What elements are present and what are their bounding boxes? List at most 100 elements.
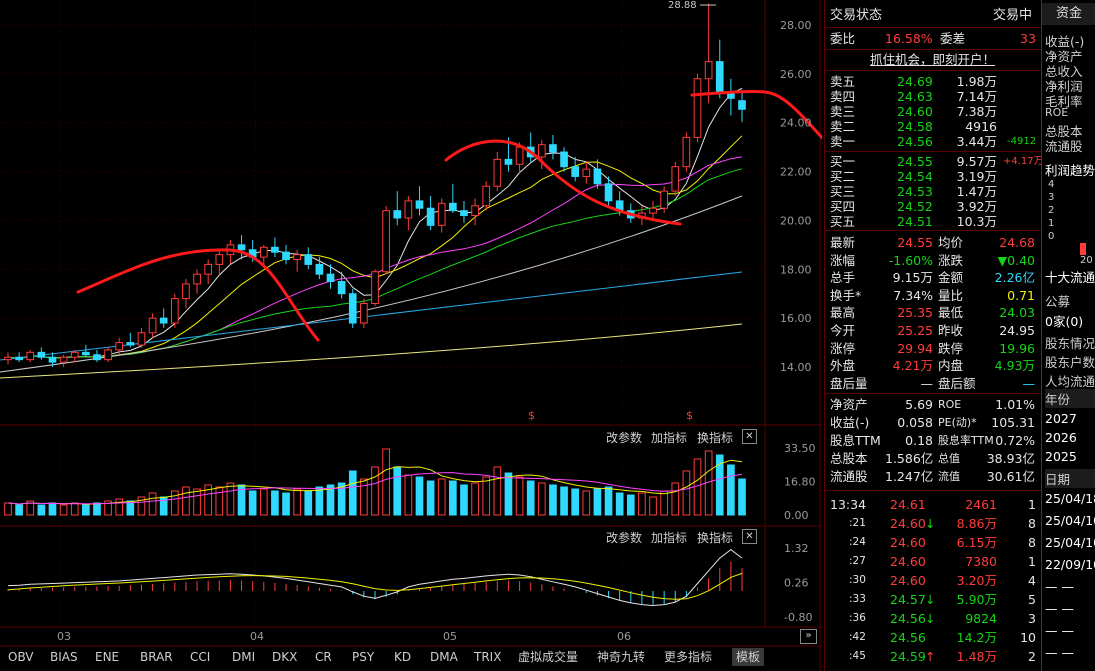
indicator-tab[interactable]: DKX [272, 650, 298, 664]
ask-price[interactable]: 24.60 [897, 104, 933, 119]
candle-body [4, 356, 12, 361]
finance-item[interactable]: 毛利率 [1045, 94, 1083, 109]
volume-bar [126, 500, 135, 516]
add-indicator-button[interactable]: 加指标 [651, 531, 688, 545]
quote-label: 总手 [830, 270, 856, 286]
indicator-tab[interactable]: KD [394, 650, 412, 664]
quote-value: 25.25 [897, 323, 933, 338]
tick-price: 24.56 [890, 630, 926, 645]
finance-item[interactable]: 收益(-) [1045, 34, 1085, 49]
bid-label: 买四 [830, 199, 856, 214]
top10-holders-title[interactable]: 十大流通 [1045, 270, 1095, 285]
candle-body [460, 210, 468, 217]
volume-bar [70, 502, 79, 516]
add-indicator-button[interactable]: 加指标 [651, 431, 688, 445]
volume-bar [15, 504, 23, 516]
modify-params-button[interactable]: 改参数 [606, 431, 643, 445]
indicator-tab[interactable]: 模板 [732, 648, 765, 666]
indicator-tab[interactable]: 更多指标 [664, 650, 713, 664]
volume-bar [193, 488, 201, 516]
volume-bar [504, 472, 513, 516]
bid-price[interactable]: 24.52 [897, 199, 933, 214]
candle-body [137, 332, 146, 346]
switch-indicator-button[interactable]: 换指标 [697, 431, 734, 445]
trend-bar [1080, 243, 1086, 255]
quote-label: 外盘 [830, 358, 856, 374]
bid-price[interactable]: 24.51 [897, 214, 933, 229]
indicator-tab[interactable]: OBV [8, 650, 34, 664]
candle-body [515, 146, 524, 165]
bid-price[interactable]: 24.54 [897, 169, 933, 184]
fund-label: 公募 [1045, 294, 1071, 309]
candle-body [271, 246, 279, 253]
quote-value: 0.71 [1007, 287, 1035, 303]
ask-price[interactable]: 24.69 [897, 74, 933, 89]
ratio-label: 委比 [830, 31, 856, 46]
finance-item[interactable]: 流通股 [1045, 139, 1083, 154]
holder-item[interactable]: 股东户数 [1045, 355, 1095, 370]
quote-value: -1.60% [888, 252, 933, 268]
indicator-tab[interactable]: ENE [95, 650, 120, 664]
macd-tick-label: -0.80 [784, 611, 812, 624]
indicator-tab[interactable]: BRAR [140, 650, 173, 664]
indicator-tab[interactable]: 神奇九转 [597, 650, 646, 664]
volume-bar [593, 488, 602, 516]
date-item: — — [1045, 579, 1074, 594]
bid-price[interactable]: 24.53 [897, 184, 933, 199]
finance-item[interactable]: 净资产 [1045, 49, 1083, 64]
volume-tick-label: 33.50 [784, 442, 816, 455]
close-panel-button[interactable]: ✕ [742, 529, 757, 544]
holder-item[interactable]: 人均流通 [1045, 374, 1095, 389]
candle-body [282, 251, 290, 261]
tick-time: :45 [849, 650, 866, 662]
fundamental-value: 1.586亿 [885, 451, 934, 466]
kline-chart[interactable]: 28.00 26.00 24.00 22.00 20.00 18.00 16.00 14.00… [0, 0, 822, 671]
candle-body [26, 351, 35, 361]
volume-bar [437, 478, 446, 516]
finance-item[interactable]: 净利润 [1045, 79, 1083, 94]
ask-price[interactable]: 24.58 [897, 119, 933, 134]
switch-indicator-button[interactable]: 换指标 [697, 531, 734, 545]
candle-body [415, 200, 424, 209]
indicator-tab[interactable]: 虚拟成交量 [518, 650, 579, 664]
volume-bar [237, 484, 246, 516]
finance-item[interactable]: 总股本 [1045, 124, 1083, 139]
open-account-link[interactable]: 抓住机会，即刻开户！ [870, 52, 996, 67]
ask-price[interactable]: 24.63 [897, 89, 933, 104]
candle-body [738, 100, 746, 110]
candle-body [727, 92, 735, 99]
tick-time: :27 [849, 555, 866, 567]
event-marker-icon[interactable]: $ [528, 409, 535, 422]
finance-item[interactable]: ROE [1045, 106, 1069, 119]
tick-count: 4 [1028, 573, 1036, 588]
indicator-tab[interactable]: DMA [430, 650, 458, 664]
indicator-tab[interactable]: TRIX [474, 650, 502, 664]
bid-price[interactable]: 24.55 [897, 154, 933, 169]
modify-params-button[interactable]: 改参数 [606, 531, 643, 545]
ask-price[interactable]: 24.56 [897, 134, 933, 149]
indicator-tab[interactable]: PSY [352, 650, 375, 664]
fundamental-value: 0.72% [995, 433, 1035, 448]
holder-item[interactable]: 股东情况 [1045, 336, 1095, 351]
indicator-tab[interactable]: CR [315, 650, 332, 664]
bid-volume: 1.47万 [956, 184, 997, 199]
candle-body [649, 207, 657, 214]
date-item: 25/04/10 [1045, 535, 1095, 550]
indicator-tab[interactable]: BIAS [50, 650, 78, 664]
event-marker-icon[interactable]: $ [686, 409, 693, 422]
tick-price: 24.61 [890, 497, 926, 512]
volume-ma10-line [7, 472, 743, 505]
scroll-right-icon[interactable]: » [800, 629, 817, 644]
high-price-marker: 28.88 [668, 0, 697, 11]
volume-bar [738, 478, 746, 516]
finance-item[interactable]: 总收入 [1045, 64, 1083, 79]
indicator-tab[interactable]: CCI [190, 650, 211, 664]
tick-volume: 3.20万 [956, 573, 997, 588]
tick-volume: 8.86万 [956, 516, 997, 531]
indicator-tab[interactable]: DMI [232, 650, 256, 664]
date-header: 日期 [1045, 469, 1095, 488]
fund-tab[interactable]: 资金 [1042, 3, 1095, 25]
close-panel-button[interactable]: ✕ [742, 429, 757, 444]
tick-direction-icon: ↓ [925, 592, 936, 607]
bid-change: +4.17万 [1003, 156, 1044, 167]
